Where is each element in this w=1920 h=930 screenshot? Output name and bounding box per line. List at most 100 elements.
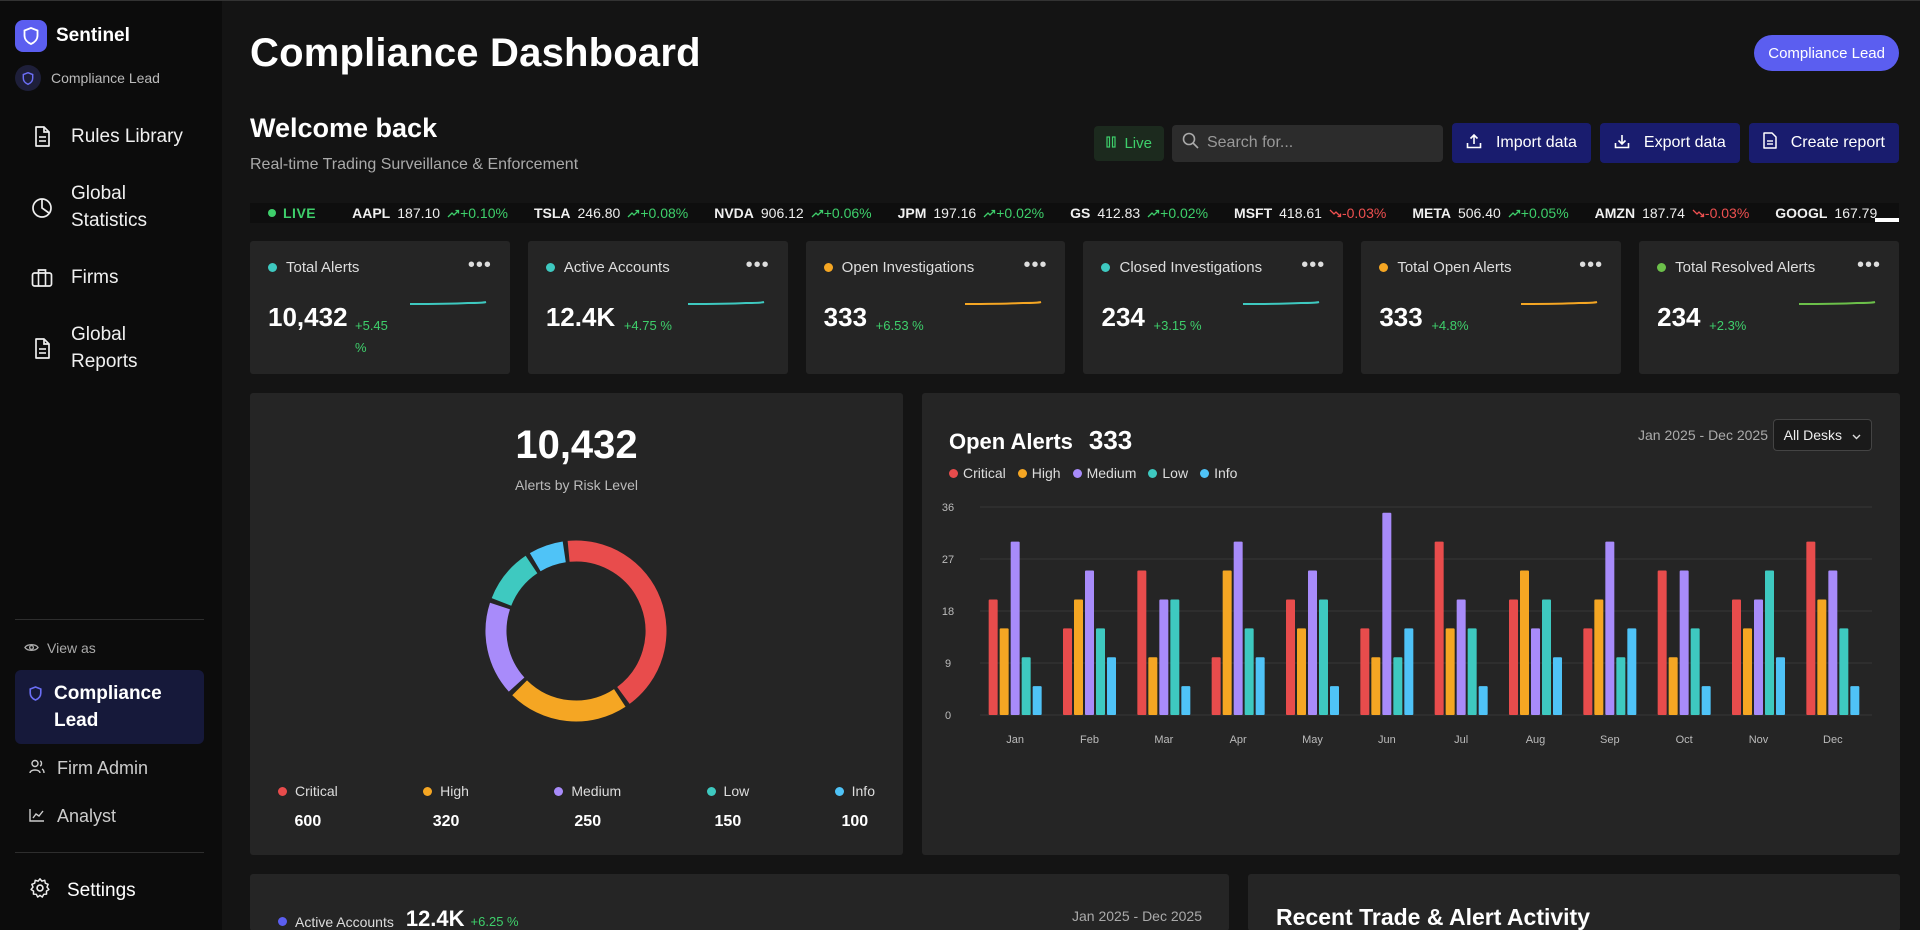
more-icon[interactable]: ••• (467, 254, 492, 276)
bar-medium (1456, 599, 1466, 715)
more-icon[interactable]: ••• (1023, 254, 1048, 276)
kpi-card[interactable]: Total Open Alerts ••• 333 +4.8% (1361, 241, 1622, 374)
import-data-button[interactable]: Import data (1451, 123, 1591, 163)
bar-critical (988, 599, 998, 715)
active-accounts-panel: Active Accounts 12.4K +6.25 % Jan 2025 -… (250, 874, 1229, 930)
ticker-symbol: JPM (897, 205, 927, 221)
nav-item-global-statistics[interactable]: Global Statistics (15, 170, 207, 244)
kpi-card[interactable]: Total Resolved Alerts ••• 234 +2.3% (1639, 241, 1899, 374)
bar-critical (1063, 628, 1072, 715)
create-report-button[interactable]: Create report (1748, 123, 1899, 163)
bar-critical (1657, 570, 1667, 715)
ticker-item[interactable]: MSFT 418.61 -0.03% (1234, 205, 1386, 221)
sparkline-line (1798, 301, 1876, 305)
more-icon[interactable]: ••• (1579, 254, 1604, 276)
ticker-symbol: NVDA (714, 205, 754, 221)
risk-legend-item: Info 100 (834, 783, 875, 831)
status-dot (1657, 263, 1667, 272)
nav-item-label: Rules Library (71, 126, 183, 147)
nav-item-firms[interactable]: Firms (15, 254, 207, 301)
ticker-item[interactable]: AAPL 187.10 +0.10% (352, 205, 508, 221)
ticker-item[interactable]: NVDA 906.12 +0.06% (714, 205, 871, 221)
open-alerts-title: Open Alerts 333 (949, 425, 1133, 455)
ticker-item[interactable]: TSLA 246.80 +0.08% (534, 205, 688, 221)
risk-legend-value: 150 (714, 813, 742, 830)
ticker-symbol: TSLA (533, 205, 571, 221)
view-as-analyst[interactable]: Analyst (15, 792, 204, 840)
donut-slice-info (529, 541, 567, 572)
more-icon[interactable]: ••• (745, 254, 770, 276)
document-icon (1762, 132, 1777, 154)
view-as-firm-admin[interactable]: Firm Admin (15, 744, 204, 792)
risk-legend-value: 600 (294, 813, 322, 830)
series-legend-item[interactable]: Info (1200, 465, 1237, 481)
x-tick-label: Oct (1676, 734, 1693, 746)
series-legend-item[interactable]: Low (1148, 465, 1188, 481)
ticker-item[interactable]: GOOGL 167.79 (1775, 205, 1877, 221)
view-as-label: View as (15, 640, 204, 656)
kpi-card[interactable]: Closed Investigations ••• 234 +3.15 % (1083, 241, 1344, 374)
market-ticker: LIVE AAPL 187.10 +0.10% TSLA 246.80 +0.08% NVD… (250, 203, 1899, 223)
page-title: Compliance Dashboard (250, 31, 701, 75)
desk-filter-select[interactable]: All Desks (1772, 419, 1872, 451)
kpi-card[interactable]: Open Investigations ••• 333 +6.53 % (805, 241, 1066, 374)
bar-low (1467, 628, 1477, 715)
risk-legend-item: Medium 250 (554, 783, 621, 831)
more-icon[interactable]: ••• (1856, 254, 1881, 276)
subtitle: Real-time Trading Surveillance & Enforce… (250, 156, 579, 173)
kpi-change: +4.75 % (623, 318, 672, 333)
open-alerts-bar-chart: 0 9 18 27 36 Jan Feb Mar Apr May Jun Jul Aug Sep Oct No… (942, 502, 1872, 746)
search-input[interactable] (1206, 134, 1427, 152)
bar-info (1627, 628, 1637, 715)
bar-info (1032, 686, 1042, 715)
kpi-label: Active Accounts (545, 259, 770, 276)
ticker-item[interactable]: AMZN 187.74 -0.03% (1595, 205, 1750, 221)
risk-donut-chart (485, 540, 667, 722)
legend-dot (278, 786, 287, 796)
live-toggle[interactable]: Live (1094, 125, 1164, 161)
ticker-item[interactable]: META 506.40 +0.05% (1412, 205, 1568, 221)
settings-button[interactable]: Settings (15, 869, 204, 913)
ticker-item[interactable]: JPM 197.16 +0.02% (898, 205, 1045, 221)
risk-level-panel: 10,432 Alerts by Risk Level Critical 600 H… (250, 393, 903, 855)
series-legend-item[interactable]: High (1017, 465, 1061, 481)
bar-medium (1754, 599, 1763, 715)
risk-legend-item: Critical 600 (278, 783, 338, 831)
bar-medium (1085, 570, 1094, 715)
bar-low (1096, 628, 1105, 715)
bar-info (1181, 686, 1191, 715)
trend-down-icon (1329, 205, 1342, 221)
bar-low (1021, 657, 1031, 715)
kpi-value: 333 (823, 302, 868, 332)
series-legend-item[interactable]: Medium (1072, 465, 1136, 481)
ticker-symbol: MSFT (1234, 205, 1273, 221)
role-pill[interactable]: Compliance Lead (1754, 35, 1899, 71)
bar-critical (1360, 628, 1370, 715)
brand-name: Sentinel (56, 25, 130, 46)
series-legend-item[interactable]: Critical (949, 465, 1006, 481)
nav-item-global-reports[interactable]: Global Reports (15, 311, 207, 385)
kpi-card[interactable]: Total Alerts ••• 10,432 +5.45 % (250, 241, 510, 374)
open-alerts-panel: Open Alerts 333 Jan 2025 - Dec 2025 All … (922, 393, 1900, 855)
brand[interactable]: Sentinel (15, 19, 207, 53)
view-as-compliance-lead[interactable]: Compliance Lead (15, 670, 204, 744)
legend-dot (1017, 468, 1027, 478)
ticker-change: -0.03% (1329, 205, 1386, 221)
bar-medium (1828, 570, 1838, 715)
open-alerts-count: 333 (1088, 425, 1133, 455)
shield-icon (15, 65, 41, 91)
bar-critical (1434, 541, 1444, 715)
export-data-button[interactable]: Export data (1599, 123, 1740, 163)
risk-total: 10,432 (515, 423, 638, 467)
nav-item-rules-library[interactable]: Rules Library (15, 113, 207, 160)
risk-legend: Critical 600 High 320 Medium 250 Low 150 Info 100 (278, 783, 875, 831)
date-range: Jan 2025 - Dec 2025 (1072, 908, 1202, 924)
more-icon[interactable]: ••• (1301, 254, 1326, 276)
live-dot-icon (268, 209, 276, 217)
ticker-item[interactable]: GS 412.83 +0.02% (1070, 205, 1208, 221)
kpi-card[interactable]: Active Accounts ••• 12.4K +4.75 % (527, 241, 788, 374)
donut-slice-low (491, 555, 538, 607)
legend-dot (1148, 468, 1158, 478)
bar-low (1616, 657, 1626, 715)
y-tick-label: 9 (945, 658, 951, 670)
